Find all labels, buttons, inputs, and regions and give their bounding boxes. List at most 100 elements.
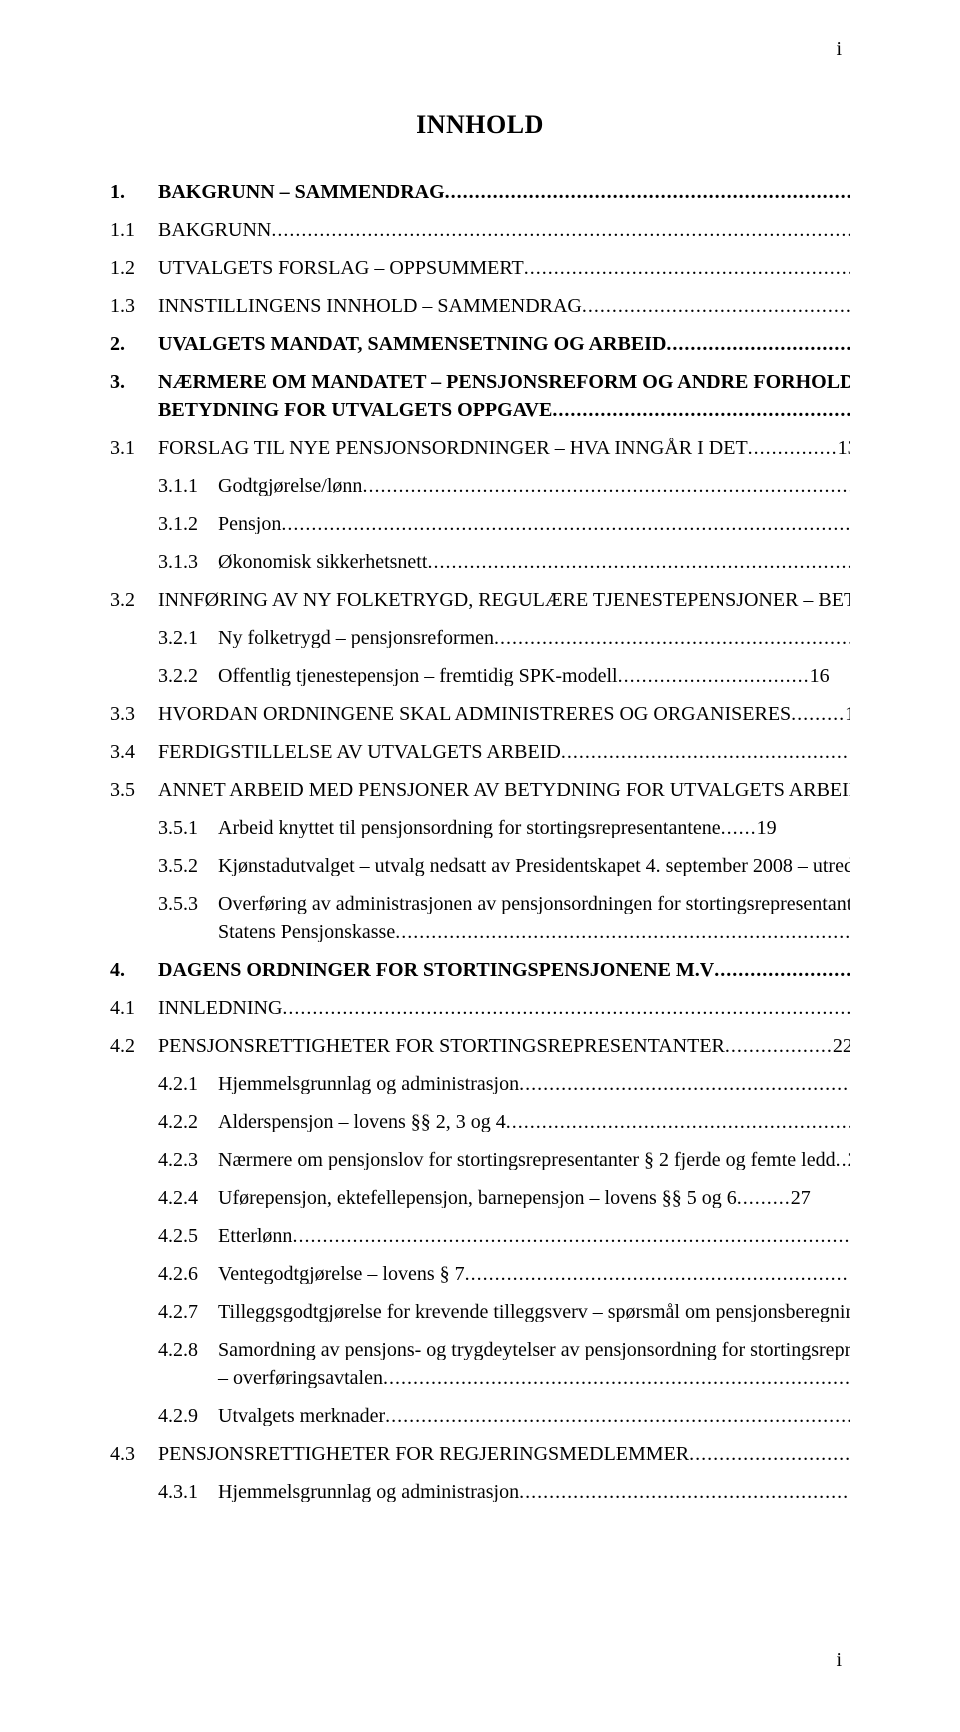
toc-entry-title-cont: BETYDNING FOR UTVALGETS OPPGAVE: [158, 400, 552, 420]
toc-entry-title: PENSJONSRETTIGHETER FOR REGJERINGSMEDLEM…: [158, 1444, 689, 1464]
toc-entry: 3.4FERDIGSTILLELSE AV UTVALGETS ARBEID..…: [110, 742, 850, 762]
toc-leader-dots: ........................................…: [494, 628, 850, 648]
document-title: INNHOLD: [110, 110, 850, 140]
toc-entry-number: 3.3: [110, 704, 158, 724]
toc-entry-title: NÆRMERE OM MANDATET – PENSJONSREFORM OG …: [158, 372, 850, 392]
toc-entry: 3.1.3Økonomisk sikkerhetsnett...........…: [110, 552, 850, 572]
toc-entry-number: 4.2.5: [158, 1226, 218, 1246]
toc-entry: 4.2.3Nærmere om pensjonslov for storting…: [110, 1150, 850, 1170]
toc-entry-number: 2.: [110, 334, 158, 354]
toc-entry-title: Offentlig tjenestepensjon – fremtidig SP…: [218, 666, 618, 686]
toc-entry: 3.5.1Arbeid knyttet til pensjonsordning …: [110, 818, 850, 838]
toc-leader-dots: ........................................…: [281, 514, 850, 534]
toc-entry: 3.2.2Offentlig tjenestepensjon – fremtid…: [110, 666, 850, 686]
toc-entry-page: 13: [838, 438, 850, 458]
toc-entry-title: INNLEDNING: [158, 998, 282, 1018]
toc-entry: 3.1.2Pensjon............................…: [110, 514, 850, 534]
toc-leader-dots: ........................................…: [519, 1074, 850, 1094]
toc-leader-dots: .........................: [714, 960, 850, 980]
toc-leader-dots: ........................................…: [552, 400, 850, 420]
toc-entry: 4.2.5Etterlønn..........................…: [110, 1226, 850, 1246]
toc-entry-number: 3.5.3: [158, 894, 218, 914]
toc-leader-dots: ........................................…: [271, 220, 850, 240]
toc-entry-title: Ny folketrygd – pensjonsreformen: [218, 628, 494, 648]
toc-entry-title: HVORDAN ORDNINGENE SKAL ADMINISTRERES OG…: [158, 704, 791, 724]
toc-entry-title: Pensjon: [218, 514, 281, 534]
toc-entry: 4.2.8Samordning av pensjons- og trygdeyt…: [110, 1340, 850, 1360]
toc-entry: 2.UVALGETS MANDAT, SAMMENSETNING OG ARBE…: [110, 334, 850, 354]
toc-leader-dots: ........................................…: [519, 1482, 850, 1502]
toc-leader-dots: ........................................…: [282, 998, 850, 1018]
toc-entry-number: 1.3: [110, 296, 158, 316]
toc-entry-title: Ventegodtgjørelse – lovens § 7: [218, 1264, 465, 1284]
toc-entry-title: BAKGRUNN – SAMMENDRAG: [158, 182, 445, 202]
toc-entry: 3.5ANNET ARBEID MED PENSJONER AV BETYDNI…: [110, 780, 850, 800]
toc-entry-title: INNFØRING AV NY FOLKETRYGD, REGULÆRE TJE…: [158, 590, 850, 610]
toc-entry-title: Alderspensjon – lovens §§ 2, 3 og 4: [218, 1112, 506, 1132]
toc-entry: 3.2INNFØRING AV NY FOLKETRYGD, REGULÆRE …: [110, 590, 850, 610]
toc-entry-number: 3.1.3: [158, 552, 218, 572]
toc-entry: 4.2.7Tilleggsgodtgjørelse for krevende t…: [110, 1302, 850, 1322]
toc-entry: 3.1FORSLAG TIL NYE PENSJONSORDNINGER – H…: [110, 438, 850, 458]
toc-entry: 3.5.2Kjønstadutvalget – utvalg nedsatt a…: [110, 856, 850, 876]
toc-entry-number: 4.2: [110, 1036, 158, 1056]
toc-entry-page: 16: [810, 666, 830, 686]
toc-entry-title: UVALGETS MANDAT, SAMMENSETNING OG ARBEID: [158, 334, 666, 354]
page: i INNHOLD 1.BAKGRUNN – SAMMENDRAG.......…: [0, 0, 960, 1732]
toc-entry-number: 3.: [110, 372, 158, 392]
toc-entry: 3.3HVORDAN ORDNINGENE SKAL ADMINISTRERES…: [110, 704, 850, 724]
toc-entry: 4.3PENSJONSRETTIGHETER FOR REGJERINGSMED…: [110, 1444, 850, 1464]
toc-leader-dots: ................................: [618, 666, 810, 686]
toc-entry-number: 4.2.1: [158, 1074, 218, 1094]
toc-entry: 3.5.3Overføring av administrasjonen av p…: [110, 894, 850, 914]
toc-entry-number: 4.2.2: [158, 1112, 218, 1132]
toc-entry-number: 4.3.1: [158, 1482, 218, 1502]
toc-entry-title: ANNET ARBEID MED PENSJONER AV BETYDNING …: [158, 780, 850, 800]
toc-entry: 4.2PENSJONSRETTIGHETER FOR STORTINGSREPR…: [110, 1036, 850, 1056]
toc-entry-number: 4.3: [110, 1444, 158, 1464]
toc-entry-title: Utvalgets merknader: [218, 1406, 385, 1426]
toc-entry: 4.3.1Hjemmelsgrunnlag og administrasjon.…: [110, 1482, 850, 1502]
toc-entry: 4.DAGENS ORDNINGER FOR STORTINGSPENSJONE…: [110, 960, 850, 980]
toc-entry-number: 3.2.2: [158, 666, 218, 686]
toc-entry: 3.1.1Godtgjørelse/lønn..................…: [110, 476, 850, 496]
toc-entry-number: 3.5.2: [158, 856, 218, 876]
toc-entry-title: Hjemmelsgrunnlag og administrasjon: [218, 1482, 519, 1502]
toc-entry-title: INNSTILLINGENS INNHOLD – SAMMENDRAG: [158, 296, 582, 316]
toc-leader-dots: ......: [721, 818, 757, 838]
toc-leader-dots: ..................: [725, 1036, 833, 1056]
toc-entry-page: 19: [757, 818, 777, 838]
toc-entry: 4.1INNLEDNING...........................…: [110, 998, 850, 1018]
toc-leader-dots: ........................................…: [292, 1226, 850, 1246]
toc-entry-number: 4.2.8: [158, 1340, 218, 1360]
toc-entry-page: 22: [833, 1036, 850, 1056]
toc-entry-title: Hjemmelsgrunnlag og administrasjon: [218, 1074, 519, 1094]
toc-entry-title: DAGENS ORDNINGER FOR STORTINGSPENSJONENE…: [158, 960, 714, 980]
toc-entry-title-cont: Statens Pensjonskasse: [218, 922, 395, 942]
toc-entry-number: 1.1: [110, 220, 158, 240]
toc-entry-title: Etterlønn: [218, 1226, 292, 1246]
toc-entry-number: 3.2.1: [158, 628, 218, 648]
toc-entry-number: 4.: [110, 960, 158, 980]
toc-leader-dots: ..: [836, 1150, 848, 1170]
toc-entry-number: 3.1.1: [158, 476, 218, 496]
toc-leader-dots: ........................................…: [561, 742, 850, 762]
toc-entry-number: 3.4: [110, 742, 158, 762]
toc-entry-number: 3.5.1: [158, 818, 218, 838]
toc-entry-title: UTVALGETS FORSLAG – OPPSUMMERT: [158, 258, 524, 278]
toc-entry-title: FORSLAG TIL NYE PENSJONSORDNINGER – HVA …: [158, 438, 748, 458]
toc-entry-page: 27: [791, 1188, 811, 1208]
toc-entry: 1.BAKGRUNN – SAMMENDRAG.................…: [110, 182, 850, 202]
toc-entry-number: 4.2.6: [158, 1264, 218, 1284]
toc-entry-title: Arbeid knyttet til pensjonsordning for s…: [218, 818, 721, 838]
toc-leader-dots: ........................................…: [524, 258, 850, 278]
toc-entry-number: 4.2.9: [158, 1406, 218, 1426]
toc-entry: 4.2.2Alderspensjon – lovens §§ 2, 3 og 4…: [110, 1112, 850, 1132]
toc-entry-title: Kjønstadutvalget – utvalg nedsatt av Pre…: [218, 856, 850, 876]
toc-leader-dots: .........: [791, 704, 845, 724]
toc-leader-dots: ........................................…: [383, 1368, 850, 1388]
toc-entry: 4.2.1Hjemmelsgrunnlag og administrasjon.…: [110, 1074, 850, 1094]
toc-entry-title: Overføring av administrasjonen av pensjo…: [218, 894, 850, 914]
toc-entry-continuation: – overføringsavtalen....................…: [110, 1368, 850, 1388]
toc-leader-dots: ...................................: [666, 334, 850, 354]
